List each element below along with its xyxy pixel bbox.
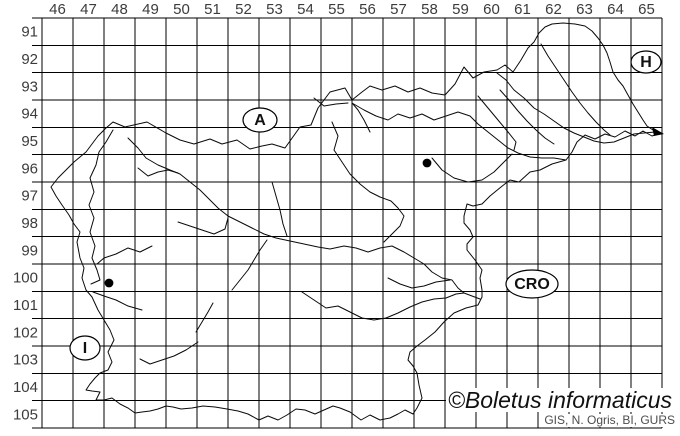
grid-row-label: 101 bbox=[13, 297, 38, 314]
grid-col-label: 48 bbox=[111, 1, 128, 18]
river-dravinja bbox=[431, 153, 513, 183]
grid-col-label: 52 bbox=[235, 1, 252, 18]
country-label-italy: I bbox=[83, 340, 87, 357]
country-label-hungary: H bbox=[640, 54, 652, 71]
grid-row-label: 96 bbox=[21, 160, 38, 177]
country-label-hungary-ellipse bbox=[630, 50, 662, 74]
river-pesnica bbox=[477, 95, 517, 151]
national-border-path bbox=[50, 22, 662, 421]
neighbor-country-labels: A H CRO I bbox=[69, 50, 662, 361]
country-label-austria: A bbox=[254, 112, 266, 129]
grid-col-label: 50 bbox=[173, 1, 190, 18]
grid-col-label: 61 bbox=[514, 1, 531, 18]
grid-row-label: 91 bbox=[21, 24, 38, 41]
river-reka bbox=[139, 341, 199, 365]
river-sora bbox=[177, 217, 229, 235]
river-drava bbox=[351, 102, 567, 161]
occurrence-dot bbox=[422, 158, 432, 168]
grid-col-label: 51 bbox=[204, 1, 221, 18]
river-vipava bbox=[92, 291, 143, 311]
grid-row-label: 103 bbox=[13, 352, 38, 369]
river-mislinja bbox=[352, 103, 371, 133]
country-label-austria-ellipse bbox=[242, 107, 278, 133]
mura-exit-arrow bbox=[652, 127, 664, 136]
country-label-croatia-ellipse bbox=[505, 269, 559, 299]
river-scavnica bbox=[499, 89, 555, 145]
slovenia-map-outline bbox=[50, 22, 664, 421]
grid-row-label: 95 bbox=[21, 133, 38, 150]
grid-row-label: 93 bbox=[21, 78, 38, 95]
river-soca bbox=[88, 129, 114, 285]
grid-row-label: 99 bbox=[21, 242, 38, 259]
country-label-italy-ellipse bbox=[69, 335, 101, 361]
grid-col-label: 60 bbox=[483, 1, 500, 18]
grid-row-label: 92 bbox=[21, 51, 38, 68]
grid-row-labels: 91 92 93 94 95 96 97 98 99 100 101 102 103 104 105 bbox=[13, 24, 38, 424]
grid-row-label: 97 bbox=[21, 188, 38, 205]
river-mura bbox=[496, 72, 656, 144]
river-idrijca bbox=[96, 245, 153, 265]
mtb-grid-lines bbox=[32, 17, 663, 429]
occurrence-dots bbox=[104, 158, 432, 288]
grid-col-label: 54 bbox=[297, 1, 314, 18]
grid-col-label: 56 bbox=[359, 1, 376, 18]
grid-row-label: 100 bbox=[13, 270, 38, 287]
grid-col-label: 47 bbox=[80, 1, 97, 18]
river-sava bbox=[127, 137, 481, 300]
grid-col-label: 59 bbox=[452, 1, 469, 18]
river-mirna bbox=[387, 277, 451, 289]
grid-col-label: 62 bbox=[545, 1, 562, 18]
grid-col-label: 64 bbox=[607, 1, 624, 18]
occurrence-dot bbox=[104, 278, 114, 288]
river-sava-bohinjka bbox=[137, 167, 179, 177]
river-ledava bbox=[540, 43, 611, 136]
grid-col-label: 58 bbox=[421, 1, 438, 18]
grid-column-labels: 46 47 48 49 50 51 52 53 54 55 56 57 58 59 60 61 62 63 64 65 bbox=[49, 1, 655, 18]
grid-col-label: 53 bbox=[266, 1, 283, 18]
grid-row-label: 102 bbox=[13, 324, 38, 341]
watermark-text: ©Boletus informaticus bbox=[445, 387, 674, 413]
grid-col-label: 57 bbox=[390, 1, 407, 18]
river-meza bbox=[313, 97, 349, 107]
grid-row-label: 94 bbox=[21, 106, 38, 123]
river-krka bbox=[301, 291, 465, 321]
grid-col-label: 46 bbox=[49, 1, 66, 18]
river-pivka bbox=[195, 302, 214, 333]
grid-col-label: 65 bbox=[638, 1, 655, 18]
attribution-text: GIS, N. Ogris, BI, GURS bbox=[542, 413, 677, 427]
country-label-croatia: CRO bbox=[514, 276, 550, 293]
grid-row-label: 104 bbox=[13, 379, 38, 396]
grid-col-label: 63 bbox=[576, 1, 593, 18]
grid-col-label: 49 bbox=[142, 1, 159, 18]
grid-col-label: 55 bbox=[328, 1, 345, 18]
river-ljubljanica bbox=[231, 239, 268, 291]
grid-row-label: 98 bbox=[21, 215, 38, 232]
grid-row-label: 105 bbox=[13, 406, 38, 423]
river-kamniska-bistrica bbox=[271, 181, 288, 237]
river-savinja bbox=[331, 121, 405, 243]
